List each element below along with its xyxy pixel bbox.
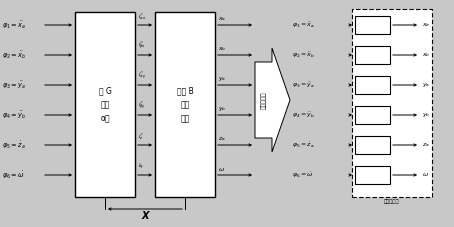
Bar [352, 9, 432, 197]
Text: $y_a$: $y_a$ [422, 81, 430, 89]
Text: 线性化解耦: 线性化解耦 [261, 91, 266, 109]
Bar [75, 12, 135, 197]
Text: $\varphi_2=\ddot{x}_b$: $\varphi_2=\ddot{x}_b$ [292, 50, 315, 60]
Text: $y_b$: $y_b$ [422, 111, 430, 119]
Text: $i^*_{\alpha y}$: $i^*_{\alpha y}$ [138, 70, 146, 82]
Text: $z_a$: $z_a$ [422, 141, 429, 149]
Bar [355, 166, 390, 184]
Text: $\varphi_4=\ddot{y}_b$: $\varphi_4=\ddot{y}_b$ [292, 110, 315, 120]
Text: $\varphi_1=\ddot{x}_a$: $\varphi_1=\ddot{x}_a$ [292, 20, 315, 30]
Text: $i^*_{\beta x}$: $i^*_{\beta x}$ [138, 40, 146, 52]
Text: $S^{-2}$: $S^{-2}$ [365, 79, 380, 91]
Text: $z_a$: $z_a$ [218, 135, 226, 143]
Text: $S^{-1}$: $S^{-1}$ [365, 169, 380, 181]
Text: $S^{-2}$: $S^{-2}$ [365, 139, 380, 151]
Text: $\omega$: $\omega$ [218, 166, 225, 173]
Text: $i_q$: $i_q$ [138, 162, 144, 172]
Text: $\varphi_3=\ddot{y}_a$: $\varphi_3=\ddot{y}_a$ [292, 80, 315, 90]
Text: $i^*_z$: $i^*_z$ [138, 131, 144, 142]
Text: $S^{-2}$: $S^{-2}$ [365, 19, 380, 31]
Bar [355, 106, 390, 124]
Bar [355, 46, 390, 64]
Text: $x_b$: $x_b$ [422, 51, 430, 59]
Polygon shape [255, 48, 290, 152]
Text: $x_a$: $x_a$ [422, 21, 430, 29]
Text: 被控: 被控 [180, 100, 190, 109]
Text: $i^*_{\beta y}$: $i^*_{\beta y}$ [138, 100, 146, 112]
Text: $\varphi_5=\dot{z}_a$: $\varphi_5=\dot{z}_a$ [292, 140, 315, 150]
Text: 统 G: 统 G [99, 86, 111, 95]
Text: 对象 B: 对象 B [177, 86, 193, 95]
Text: $i^*_{\alpha x}$: $i^*_{\alpha x}$ [138, 11, 146, 22]
Text: 复合: 复合 [180, 114, 190, 123]
Text: $S^{-2}$: $S^{-2}$ [365, 109, 380, 121]
Text: $\varphi_5=\dot{z}_a$: $\varphi_5=\dot{z}_a$ [2, 139, 26, 151]
Text: α阶: α阶 [100, 114, 110, 123]
Bar [355, 76, 390, 94]
Text: $S^{-2}$: $S^{-2}$ [365, 49, 380, 61]
Text: $y_a$: $y_a$ [218, 75, 226, 83]
Text: $\varphi_6=\dot{\omega}$: $\varphi_6=\dot{\omega}$ [2, 169, 25, 181]
Text: $\varphi_3=\ddot{y}_a$: $\varphi_3=\ddot{y}_a$ [2, 79, 26, 91]
Text: $\varphi_2=\ddot{x}_b$: $\varphi_2=\ddot{x}_b$ [2, 49, 26, 61]
Text: $x_a$: $x_a$ [218, 15, 226, 23]
Text: $\varphi_4=\ddot{y}_b$: $\varphi_4=\ddot{y}_b$ [2, 109, 26, 121]
Text: $y_b$: $y_b$ [218, 105, 227, 113]
Text: X: X [141, 211, 149, 221]
Text: $\varphi_6=\dot{\omega}$: $\varphi_6=\dot{\omega}$ [292, 170, 314, 180]
Text: 线性性系统: 线性性系统 [384, 199, 400, 204]
Text: $\varphi_1=\ddot{x}_a$: $\varphi_1=\ddot{x}_a$ [2, 19, 26, 31]
Text: $x_b$: $x_b$ [218, 45, 227, 53]
Bar [155, 12, 215, 197]
Text: $\omega$: $\omega$ [422, 172, 429, 178]
Bar [355, 16, 390, 34]
Text: 逆系: 逆系 [100, 100, 109, 109]
Bar [355, 136, 390, 154]
